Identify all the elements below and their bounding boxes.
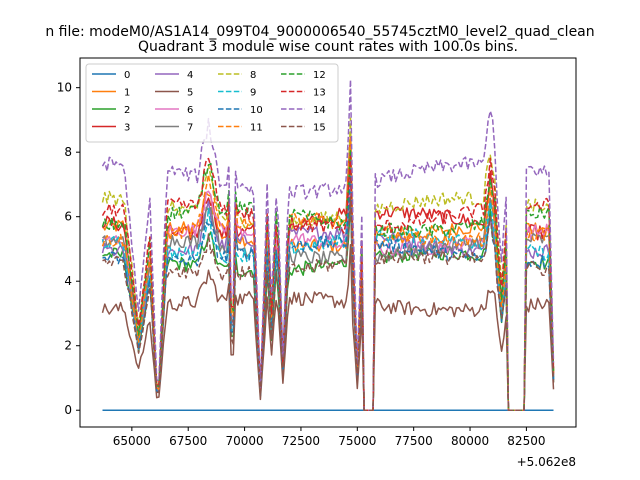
legend-label-5: 5	[187, 88, 193, 99]
series-line-11	[101, 136, 555, 411]
legend-label-13: 13	[313, 88, 326, 99]
x-tick-label: 72500	[282, 434, 320, 448]
legend-label-11: 11	[250, 123, 263, 134]
series-layer	[101, 79, 555, 411]
x-tick-label: 70000	[225, 434, 263, 448]
legend-label-0: 0	[124, 70, 130, 81]
y-tick-label: 0	[64, 403, 72, 417]
y-tick-label: 4	[64, 274, 72, 288]
series-line-15	[102, 196, 555, 411]
legend-label-8: 8	[250, 70, 256, 81]
x-tick-label: 65000	[113, 434, 151, 448]
legend-label-15: 15	[313, 123, 326, 134]
series-line-2	[102, 202, 555, 411]
chart-title: Quadrant 3 module wise count rates with …	[138, 39, 518, 55]
x-tick-label: 77500	[395, 434, 433, 448]
legend-label-7: 7	[187, 123, 193, 134]
legend-label-10: 10	[250, 105, 263, 116]
plot-frame	[79, 57, 577, 428]
x-tick-label: 75000	[338, 434, 376, 448]
legend-label-2: 2	[124, 105, 130, 116]
y-tick-label: 10	[57, 81, 72, 95]
legend-label-4: 4	[187, 70, 193, 81]
x-offset-label: +5.062e8	[517, 455, 576, 469]
x-tick-label: 80000	[451, 434, 489, 448]
series-line-7	[101, 197, 555, 411]
legend-label-12: 12	[313, 70, 326, 81]
series-line-12	[101, 150, 555, 411]
series-line-14	[101, 79, 555, 411]
series-line-9	[101, 160, 555, 411]
y-axis: 0 2 4 6 8 10	[57, 81, 80, 417]
series-line-13	[101, 155, 555, 411]
y-tick-label: 2	[64, 339, 72, 353]
series-line-10	[102, 168, 555, 411]
legend-box	[85, 63, 339, 143]
legend-label-6: 6	[187, 105, 193, 116]
figure-suptitle: n file: modeM0/AS1A14_099T04_9000006540_…	[45, 24, 594, 40]
x-axis: 65000 67500 70000 72500 75000 77500 80000 82500	[113, 427, 545, 448]
series-line-5	[101, 244, 555, 411]
legend-label-1: 1	[124, 88, 130, 99]
y-tick-label: 8	[64, 145, 72, 159]
legend-label-9: 9	[250, 88, 256, 99]
y-tick-label: 6	[64, 210, 72, 224]
legend-label-3: 3	[124, 123, 130, 134]
x-tick-label: 82500	[507, 434, 545, 448]
legend-label-14: 14	[313, 105, 326, 116]
x-tick-label: 67500	[169, 434, 207, 448]
